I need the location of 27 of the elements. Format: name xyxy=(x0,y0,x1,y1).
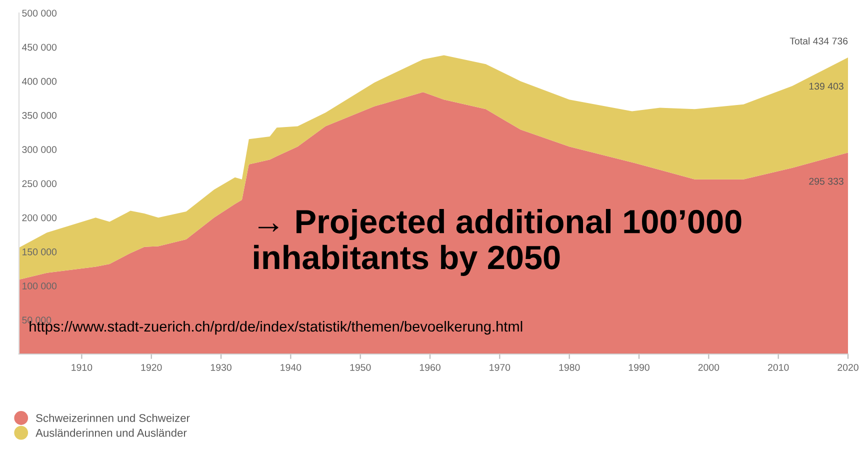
x-tick-label: 1970 xyxy=(490,364,510,371)
x-tick-label: 1910 xyxy=(72,364,92,371)
x-tick-label: 1990 xyxy=(628,364,650,371)
y-tick-label: 200 000 xyxy=(22,214,57,222)
legend-label: Schweizerinnen und Schweizer xyxy=(36,414,190,422)
x-tick-label: 1950 xyxy=(350,364,371,371)
x-tick-label: 2010 xyxy=(768,364,789,371)
x-tick-label: 2000 xyxy=(698,364,720,371)
annotation: → Projected additional 100’000 inhabitants by 2050 xyxy=(254,208,742,276)
annotation: Total 434 736 xyxy=(790,37,848,44)
x-tick-label: 1960 xyxy=(420,364,440,371)
data-label: 295 333 xyxy=(809,178,844,185)
x-tick-label: 1930 xyxy=(210,364,232,371)
y-tick-label: 500 000 xyxy=(22,10,57,17)
x-tick-label: 1940 xyxy=(280,364,302,371)
legend-label: Ausländerinnen und Ausländer xyxy=(36,428,187,437)
x-tick-label: 1920 xyxy=(141,364,162,371)
y-tick-label: 350 000 xyxy=(22,112,57,119)
data-label: 139 403 xyxy=(809,82,844,90)
x-tick-label: 2020 xyxy=(838,364,858,371)
y-tick-label: 150 000 xyxy=(22,248,57,256)
y-tick-label: 400 000 xyxy=(22,78,57,85)
y-tick-label: 450 000 xyxy=(22,44,57,51)
x-tick-label: 1980 xyxy=(559,364,580,371)
y-tick-label: 300 000 xyxy=(22,146,57,154)
y-tick-label: 100 000 xyxy=(22,282,57,290)
y-tick-label: 250 000 xyxy=(22,180,57,188)
